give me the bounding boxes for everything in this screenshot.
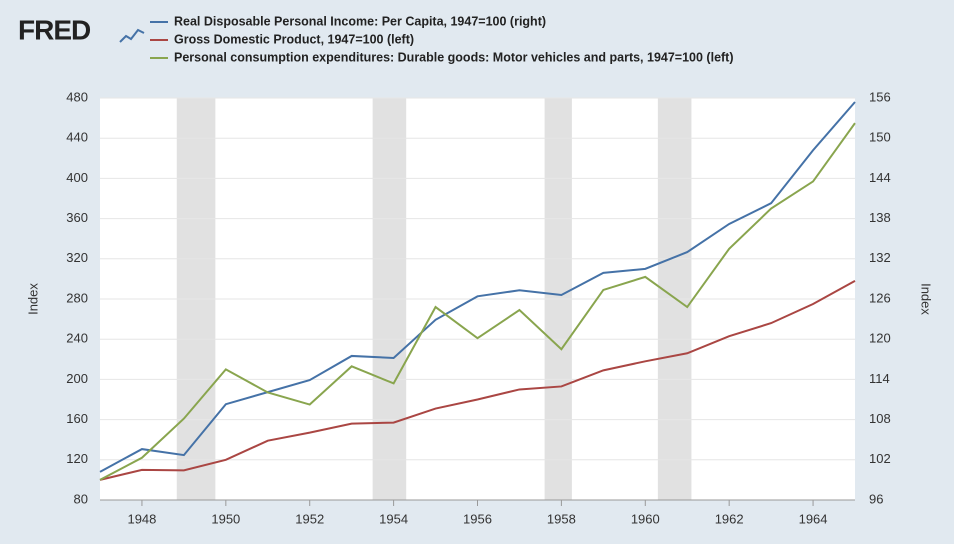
legend-label: Real Disposable Personal Income: Per Cap… [174,14,546,28]
y-axis-label: Index [25,283,40,315]
x-tick-label: 1956 [463,511,492,526]
x-tick-label: 1960 [631,511,660,526]
series-line [99,280,856,481]
logo-icon [119,28,145,43]
y2-tick-label: 150 [869,130,891,145]
y-tick-label: 360 [66,210,88,225]
y2-tick-label: 108 [869,411,891,426]
y2-tick-label: 126 [869,290,891,305]
y-tick-label: 400 [66,170,88,185]
y-tick-label: 120 [66,451,88,466]
y-tick-label: 480 [66,89,88,104]
x-tick-label: 1952 [295,511,324,526]
y2-tick-label: 144 [869,170,891,185]
x-tick-label: 1948 [127,511,156,526]
y2-axis-label: Index [919,283,934,315]
y2-tick-label: 132 [869,250,891,265]
x-tick-label: 1950 [211,511,240,526]
x-tick-label: 1964 [799,511,828,526]
x-tick-label: 1962 [715,511,744,526]
x-tick-label: 1958 [547,511,576,526]
y-tick-label: 80 [74,491,88,506]
x-tick-label: 1954 [379,511,408,526]
y2-tick-label: 102 [869,451,891,466]
y2-tick-label: 138 [869,210,891,225]
y-tick-label: 280 [66,290,88,305]
y-tick-label: 440 [66,130,88,145]
legend-label: Gross Domestic Product, 1947=100 (left) [174,32,414,46]
y2-tick-label: 120 [869,331,891,346]
legend-label: Personal consumption expenditures: Durab… [174,50,734,64]
series-line [99,101,856,473]
y2-tick-label: 156 [869,89,891,104]
series-line [99,122,856,481]
y2-tick-label: 114 [869,371,890,386]
y-tick-label: 240 [66,331,88,346]
y-tick-label: 160 [66,411,88,426]
y-tick-label: 200 [66,371,88,386]
y-tick-label: 320 [66,250,88,265]
logo: FRED [18,14,91,45]
y2-tick-label: 96 [869,491,883,506]
